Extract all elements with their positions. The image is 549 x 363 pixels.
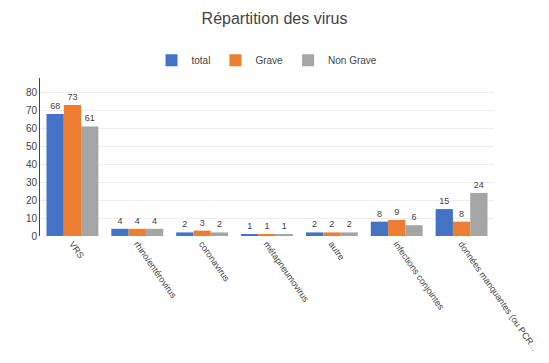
- svg-text:8: 8: [377, 209, 382, 219]
- svg-text:24: 24: [474, 180, 484, 190]
- svg-text:total: total: [192, 55, 211, 66]
- svg-text:73: 73: [67, 92, 77, 102]
- svg-text:1: 1: [247, 221, 252, 231]
- svg-text:80: 80: [26, 87, 38, 98]
- svg-text:8: 8: [459, 209, 464, 219]
- svg-text:0: 0: [31, 231, 37, 242]
- svg-text:6: 6: [412, 212, 417, 222]
- svg-text:Non Grave: Non Grave: [328, 55, 377, 66]
- svg-text:4: 4: [135, 216, 140, 226]
- svg-text:40: 40: [26, 159, 38, 170]
- svg-text:3: 3: [200, 218, 205, 228]
- svg-text:coronavirus: coronavirus: [197, 239, 232, 283]
- svg-text:Grave: Grave: [255, 55, 283, 66]
- svg-text:2: 2: [312, 219, 317, 229]
- svg-text:données manquantes (ou PCR...: données manquantes (ou PCR...: [456, 239, 539, 352]
- svg-text:30: 30: [26, 177, 38, 188]
- svg-text:VRS: VRS: [67, 239, 86, 260]
- svg-text:4: 4: [152, 216, 157, 226]
- svg-text:9: 9: [394, 207, 399, 217]
- svg-text:20: 20: [26, 195, 38, 206]
- svg-text:60: 60: [26, 123, 38, 134]
- svg-text:1: 1: [264, 221, 269, 231]
- svg-text:autre: autre: [327, 239, 347, 262]
- svg-text:Répartition des virus: Répartition des virus: [202, 10, 348, 27]
- svg-text:rhino/entérovirus: rhino/entérovirus: [132, 239, 179, 300]
- svg-text:infections conjointes: infections conjointes: [391, 239, 446, 312]
- svg-text:2: 2: [347, 219, 352, 229]
- svg-text:2: 2: [217, 219, 222, 229]
- svg-text:2: 2: [182, 219, 187, 229]
- svg-text:2: 2: [329, 219, 334, 229]
- svg-text:70: 70: [26, 105, 38, 116]
- svg-text:1: 1: [282, 221, 287, 231]
- svg-text:4: 4: [117, 216, 122, 226]
- svg-text:68: 68: [50, 101, 60, 111]
- svg-text:métapneumovirus: métapneumovirus: [262, 239, 312, 304]
- svg-text:50: 50: [26, 141, 38, 152]
- svg-text:61: 61: [85, 113, 95, 123]
- svg-text:10: 10: [26, 213, 38, 224]
- svg-text:15: 15: [439, 196, 449, 206]
